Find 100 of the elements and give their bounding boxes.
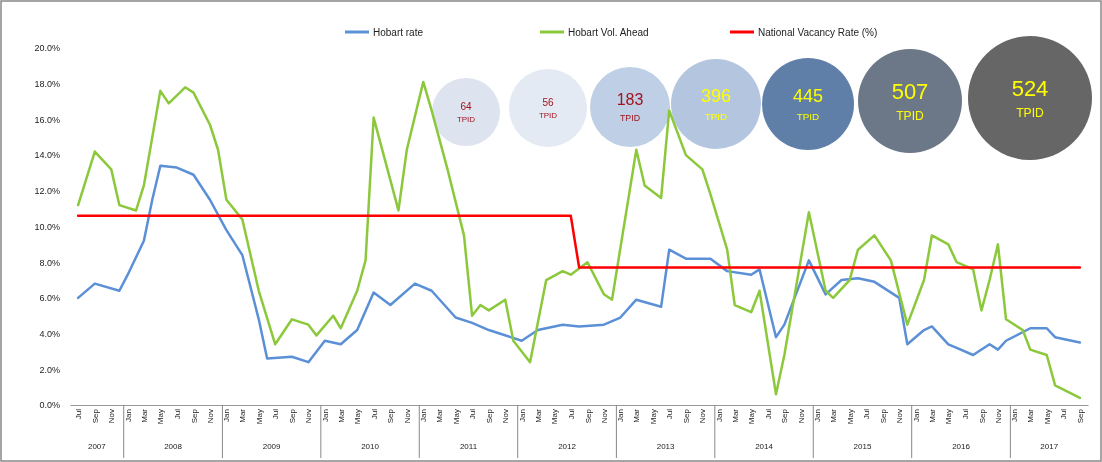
x-tick-label: May — [1042, 409, 1052, 425]
text: 2010 — [361, 442, 380, 451]
x-tick-label: Jan — [714, 409, 724, 422]
x-tick-label: Jan — [222, 409, 232, 422]
annotation: 396 TPID — [700, 86, 732, 122]
x-tick-label: Jan — [320, 409, 330, 422]
legend-label: National Vacancy Rate (%) — [758, 26, 878, 38]
x-tick-label: Jul — [172, 408, 182, 420]
x-tick-label: Jul — [960, 408, 970, 420]
legend-label: Hobart rate — [373, 26, 424, 38]
x-tick-label: Jul — [763, 408, 773, 420]
legend-label: Hobart Vol. Ahead — [568, 26, 649, 38]
x-tick-label: Mar — [238, 408, 248, 423]
x-tick-label: Sep — [780, 408, 790, 424]
y-tick-label: 20.0% — [34, 43, 60, 54]
x-tick-label: Jul — [665, 408, 675, 420]
x-tick-label: Sep — [90, 408, 100, 424]
x-tick-label: Jul — [862, 408, 872, 420]
x-tick-label: Mar — [730, 408, 740, 423]
x-tick-label: Nov — [600, 409, 609, 424]
x-tick-label: Mar — [1026, 408, 1036, 423]
annotation: 64 TPID — [456, 101, 476, 124]
x-tick-label: Nov — [402, 409, 412, 424]
x-tick-label: Jul — [1059, 408, 1069, 420]
x-tick-label: Sep — [189, 408, 199, 424]
y-tick-label: 18.0% — [34, 79, 60, 90]
text: 2008 — [164, 442, 183, 451]
x-tick-label: Jan — [517, 409, 527, 422]
x-tick-label: Sep — [878, 408, 888, 424]
x-tick-label: Nov — [107, 409, 117, 424]
text: 2009 — [262, 442, 282, 451]
text: 2016 — [952, 442, 971, 451]
y-tick-label: 6.0% — [39, 293, 60, 304]
line-series — [76, 164, 1082, 364]
x-tick-label: May — [648, 409, 658, 425]
x-tick-label: Jul — [468, 408, 478, 420]
x-tick-label: Nov — [796, 409, 806, 424]
x-tick-label: Mar — [927, 408, 937, 423]
x-tick-label: May — [156, 409, 166, 425]
annotation: 56 TPID — [538, 97, 558, 120]
annotation: 507 TPID — [891, 79, 929, 123]
text: 2007 — [87, 442, 107, 451]
x-tick-label: Nov — [501, 409, 511, 424]
text: 2017 — [1040, 442, 1059, 451]
circle-badge: 445 TPID — [762, 58, 854, 150]
x-tick-label: Jan — [1010, 409, 1020, 422]
x-tick-label: Jul — [74, 408, 84, 420]
x-tick-label: May — [944, 409, 954, 425]
x-tick-label: Jan — [813, 409, 823, 422]
circle-badge: 524 TPID — [968, 36, 1092, 160]
annotation: 524 TPID — [1011, 76, 1049, 120]
x-tick-label: Mar — [533, 408, 543, 423]
x-tick-label: Sep — [1075, 408, 1085, 424]
x-tick-label: Nov — [304, 409, 314, 424]
x-tick-label: Nov — [993, 409, 1003, 424]
text: 2013 — [656, 442, 676, 451]
text: 2014 — [755, 442, 774, 451]
circle-badge: 507 TPID — [858, 49, 962, 153]
y-tick-label: 8.0% — [39, 257, 60, 268]
x-tick-label: May — [254, 409, 264, 425]
x-tick-label: Mar — [435, 408, 445, 423]
circle-badge: 183 TPID — [590, 67, 670, 147]
text: 2012 — [558, 442, 577, 451]
circle-badge: 56 TPID — [509, 69, 587, 147]
circle-badge: 396 TPID — [671, 59, 761, 149]
x-tick-label: Jul — [369, 408, 379, 420]
y-tick-label: 2.0% — [39, 364, 60, 375]
x-tick-label: Sep — [977, 408, 987, 424]
text: 2015 — [853, 442, 872, 451]
x-tick-label: Mar — [632, 408, 642, 423]
x-tick-label: Jul — [566, 408, 576, 420]
x-tick-label: Nov — [698, 409, 708, 424]
x-tick-label: Sep — [386, 408, 396, 424]
x-tick-label: May — [747, 409, 757, 425]
x-tick-label: Sep — [681, 408, 691, 424]
x-tick-label: Mar — [336, 408, 346, 423]
x-tick-label: Nov — [206, 409, 216, 424]
y-tick-label: 16.0% — [34, 114, 60, 125]
annotation: 445 TPID — [792, 86, 824, 122]
x-tick-label: Jan — [911, 409, 921, 422]
y-tick-label: 4.0% — [39, 328, 60, 339]
x-tick-label: Jul — [271, 408, 281, 420]
x-tick-label: May — [451, 409, 461, 425]
x-tick-label: Sep — [583, 408, 593, 424]
line-series — [76, 80, 1082, 400]
x-tick-label: Nov — [895, 409, 905, 424]
x-tick-label: Sep — [484, 408, 494, 424]
y-tick-label: 12.0% — [34, 186, 60, 197]
x-tick-label: Jan — [419, 409, 429, 422]
y-tick-label: 0.0% — [39, 400, 60, 411]
x-tick-label: Mar — [139, 408, 149, 423]
x-tick-label: Mar — [829, 408, 839, 423]
x-tick-label: Sep — [288, 408, 297, 424]
y-tick-label: 10.0% — [34, 221, 60, 232]
circle-badge: 64 TPID — [432, 78, 500, 146]
x-tick-label: Jan — [616, 409, 626, 422]
x-tick-label: May — [353, 409, 363, 425]
annotation: 183 TPID — [616, 91, 644, 123]
x-tick-label: Jan — [123, 409, 133, 422]
x-tick-label: May — [845, 409, 855, 425]
